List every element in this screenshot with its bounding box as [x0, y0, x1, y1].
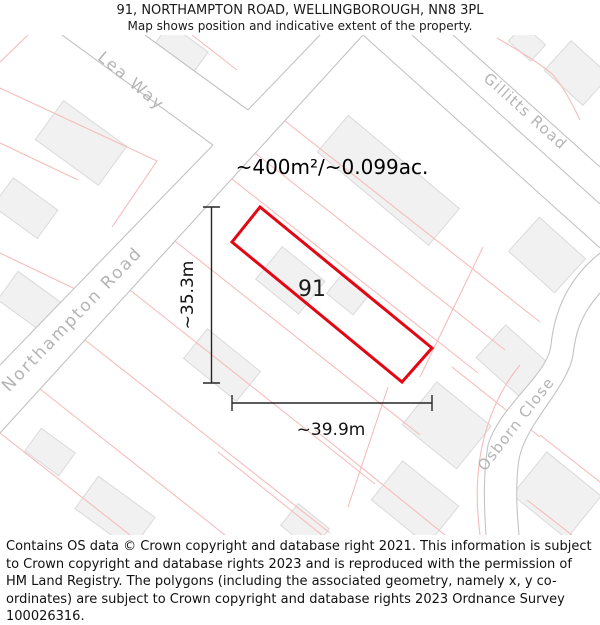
- building: [511, 451, 600, 535]
- building: [0, 177, 59, 240]
- building: [255, 245, 326, 315]
- building: [543, 40, 600, 106]
- road-osborn: [484, 253, 600, 535]
- building: [370, 460, 460, 535]
- dimension-height-label: ~35.3m: [178, 261, 198, 330]
- building: [182, 328, 262, 402]
- map-svg: Lea Way Gillitts Road Northampton Road O…: [0, 35, 600, 535]
- building: [24, 427, 76, 477]
- building: [316, 114, 461, 247]
- road-lea-way: [62, 35, 248, 145]
- map-canvas: Lea Way Gillitts Road Northampton Road O…: [0, 35, 600, 535]
- buildings: [0, 35, 600, 535]
- parcel-lines: [0, 35, 600, 535]
- footer-copyright: Contains OS data © Crown copyright and d…: [0, 535, 600, 625]
- building: [507, 216, 587, 294]
- road-label-northampton-road: Northampton Road: [0, 243, 147, 396]
- building: [34, 99, 128, 187]
- building: [279, 502, 331, 535]
- map-header: 91, NORTHAMPTON ROAD, WELLINGBOROUGH, NN…: [0, 0, 600, 35]
- property-polygon: [229, 204, 435, 385]
- dimension-width-label: ~39.9m: [297, 420, 366, 440]
- building: [401, 381, 492, 470]
- page-subtitle: Map shows position and indicative extent…: [127, 19, 473, 33]
- dimension-width: ~39.9m: [231, 395, 433, 440]
- roads: [0, 35, 600, 535]
- dimension-height: ~35.3m: [178, 206, 220, 384]
- page-title: 91, NORTHAMPTON ROAD, WELLINGBOROUGH, NN…: [116, 3, 484, 18]
- building: [74, 475, 156, 535]
- property-number: 91: [298, 277, 326, 302]
- building: [325, 272, 371, 316]
- area-label: ~400m²/~0.099ac.: [236, 155, 429, 179]
